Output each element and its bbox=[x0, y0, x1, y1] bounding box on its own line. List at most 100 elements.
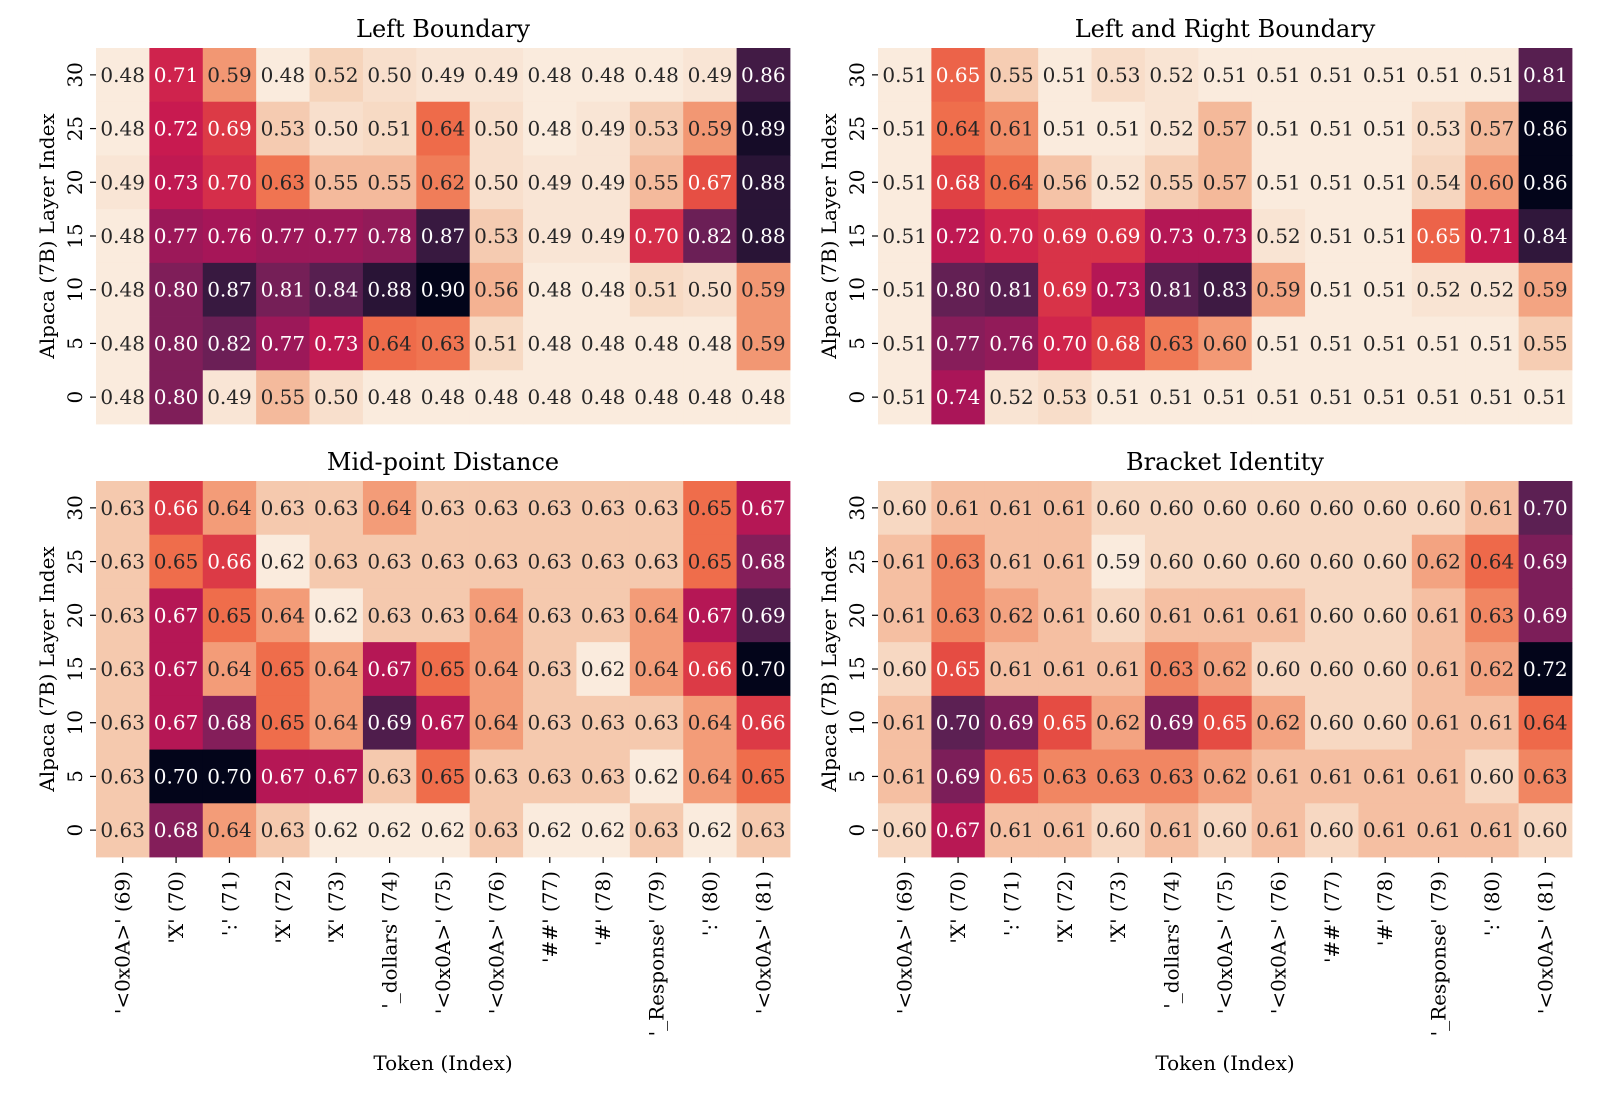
heatmap-cell bbox=[416, 209, 471, 264]
heatmap-cell bbox=[878, 749, 932, 804]
x-tick-label: '_Response' (79) bbox=[1427, 871, 1451, 1036]
heatmap-cell bbox=[629, 642, 684, 697]
cell-value-label: 0.52 bbox=[314, 63, 359, 87]
cell-value-label: 0.61 bbox=[882, 711, 927, 735]
heatmap-cell bbox=[1091, 642, 1146, 697]
heatmap-cell bbox=[96, 316, 150, 371]
cell-value-label: 0.64 bbox=[421, 117, 466, 141]
cell-value-label: 0.59 bbox=[1523, 278, 1568, 302]
heatmap-cell bbox=[523, 588, 577, 643]
heatmap-cell bbox=[256, 481, 310, 536]
cell-value-label: 0.62 bbox=[1256, 711, 1301, 735]
cell-value-label: 0.64 bbox=[474, 657, 519, 681]
cell-value-label: 0.63 bbox=[367, 603, 412, 627]
cell-value-label: 0.48 bbox=[581, 331, 626, 355]
y-tick-label: 30 bbox=[63, 62, 87, 87]
heatmap-cell bbox=[576, 695, 631, 750]
heatmap-cell bbox=[683, 262, 738, 317]
heatmap-cell bbox=[683, 209, 738, 264]
cell-value-label: 0.67 bbox=[421, 711, 466, 735]
heatmap-cell bbox=[362, 262, 417, 317]
cell-value-label: 0.60 bbox=[1256, 496, 1301, 520]
cell-value-label: 0.81 bbox=[1523, 63, 1568, 87]
cell-value-label: 0.49 bbox=[207, 385, 252, 409]
heatmap-cell bbox=[362, 695, 417, 750]
heatmap-cell bbox=[149, 370, 204, 425]
cell-value-label: 0.60 bbox=[1523, 818, 1568, 842]
cell-value-label: 0.63 bbox=[100, 711, 145, 735]
heatmap-cell bbox=[362, 209, 417, 264]
heatmap-cell bbox=[1358, 101, 1413, 156]
x-tick-label: 'X' (72) bbox=[271, 871, 295, 944]
x-axis-label: Token (Index) bbox=[373, 1051, 512, 1075]
cell-value-label: 0.67 bbox=[936, 818, 981, 842]
cell-value-label: 0.66 bbox=[688, 657, 733, 681]
heatmap-cell bbox=[1144, 262, 1199, 317]
cell-value-label: 0.53 bbox=[261, 117, 306, 141]
cell-value-label: 0.51 bbox=[1310, 224, 1355, 248]
heatmap-cell bbox=[1038, 155, 1092, 210]
heatmap-cell bbox=[309, 534, 364, 589]
cell-value-label: 0.60 bbox=[1310, 496, 1355, 520]
cell-value-label: 0.61 bbox=[1416, 818, 1461, 842]
heatmap-cell bbox=[683, 534, 738, 589]
cell-value-label: 0.81 bbox=[261, 278, 306, 302]
panel-title: Mid-point Distance bbox=[327, 448, 559, 476]
heatmap-cell bbox=[523, 262, 577, 317]
cell-value-label: 0.63 bbox=[528, 550, 573, 574]
heatmap-cell bbox=[523, 48, 577, 103]
heatmap-cell bbox=[202, 370, 257, 425]
cell-value-label: 0.63 bbox=[1149, 764, 1194, 788]
heatmap-cell bbox=[931, 534, 986, 589]
heatmap-cell bbox=[1518, 642, 1573, 697]
cell-value-label: 0.63 bbox=[936, 603, 981, 627]
y-axis-label: Alpaca (7B) Layer Index bbox=[35, 546, 59, 793]
cell-value-label: 0.73 bbox=[1203, 224, 1248, 248]
heatmap-cell bbox=[256, 316, 310, 371]
cell-value-label: 0.63 bbox=[100, 764, 145, 788]
cell-value-label: 0.73 bbox=[1149, 224, 1194, 248]
heatmap-cell bbox=[309, 316, 364, 371]
cell-value-label: 0.60 bbox=[1256, 657, 1301, 681]
cell-value-label: 0.51 bbox=[1310, 331, 1355, 355]
cell-value-label: 0.88 bbox=[741, 170, 786, 194]
heatmap-cell bbox=[1251, 48, 1306, 103]
cell-value-label: 0.64 bbox=[989, 170, 1034, 194]
cell-value-label: 0.61 bbox=[1256, 603, 1301, 627]
cell-value-label: 0.49 bbox=[688, 63, 733, 87]
cell-value-label: 0.63 bbox=[100, 818, 145, 842]
cell-value-label: 0.50 bbox=[314, 117, 359, 141]
x-tick-label: 'X' (72) bbox=[1053, 871, 1077, 944]
heatmap-cell bbox=[1411, 534, 1466, 589]
cell-value-label: 0.62 bbox=[1203, 764, 1248, 788]
cell-value-label: 0.51 bbox=[1363, 117, 1408, 141]
cell-value-label: 0.61 bbox=[1470, 711, 1515, 735]
cell-value-label: 0.64 bbox=[1470, 550, 1515, 574]
cell-value-label: 0.51 bbox=[1310, 385, 1355, 409]
cell-value-label: 0.61 bbox=[1416, 657, 1461, 681]
cell-value-label: 0.70 bbox=[634, 224, 679, 248]
cell-value-label: 0.51 bbox=[882, 385, 927, 409]
cell-value-label: 0.56 bbox=[474, 278, 519, 302]
heatmap-cell bbox=[1198, 370, 1253, 425]
cell-value-label: 0.69 bbox=[936, 764, 981, 788]
heatmap-cell bbox=[683, 155, 738, 210]
cell-value-label: 0.52 bbox=[1416, 278, 1461, 302]
heatmap-panel: Bracket Identity 0.60 0.61 0.61 0.61 0.60 0.60… bbox=[817, 448, 1573, 1075]
heatmap-cell bbox=[523, 209, 577, 264]
cell-value-label: 0.55 bbox=[367, 170, 412, 194]
heatmap-cell bbox=[984, 101, 1039, 156]
cell-value-label: 0.62 bbox=[261, 550, 306, 574]
cell-value-label: 0.76 bbox=[207, 224, 252, 248]
heatmap-cell bbox=[1198, 48, 1253, 103]
heatmap-cell bbox=[362, 749, 417, 804]
x-tick-label: ':' (80) bbox=[698, 871, 722, 936]
heatmap-cell bbox=[149, 155, 204, 210]
heatmap-cell bbox=[202, 803, 257, 858]
heatmap-cell bbox=[202, 695, 257, 750]
cell-value-label: 0.55 bbox=[1523, 331, 1568, 355]
heatmap-cell bbox=[256, 588, 310, 643]
heatmap-cell bbox=[736, 534, 791, 589]
heatmap-cell bbox=[1465, 370, 1520, 425]
